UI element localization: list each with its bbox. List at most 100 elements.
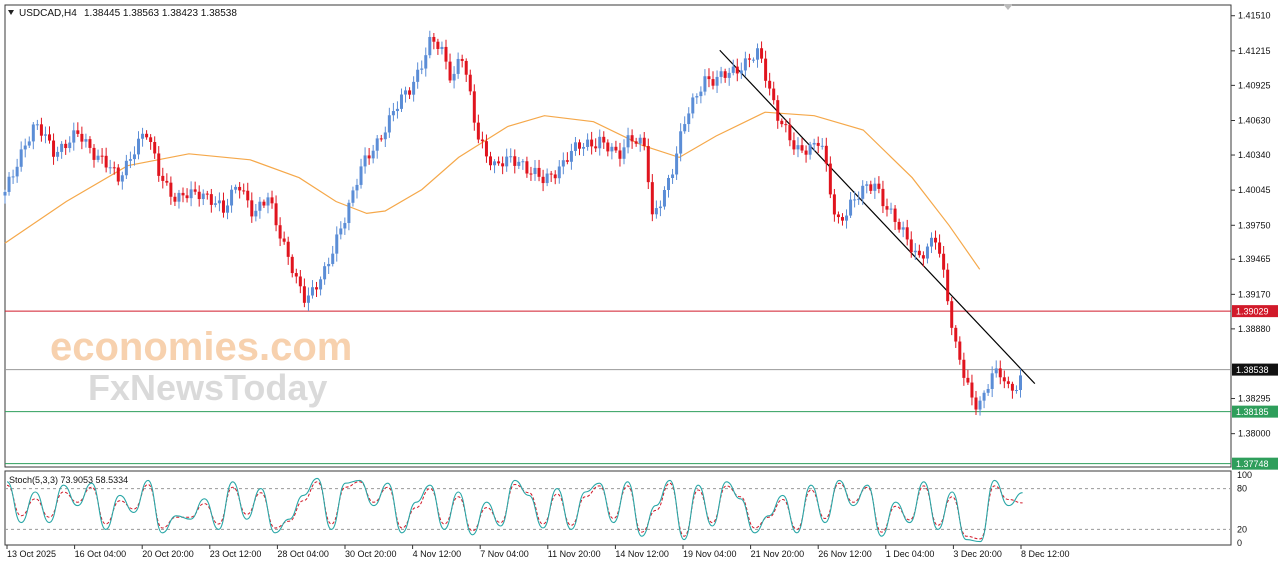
shift-marker-icon[interactable] — [1003, 4, 1013, 10]
candle-bear — [242, 190, 246, 192]
stoch-plot-frame[interactable] — [4, 470, 1232, 546]
candle-bear — [946, 269, 950, 302]
candle-bear — [1010, 383, 1014, 391]
candle-bull — [545, 173, 549, 184]
watermark: economies.com FxNewsToday — [50, 325, 352, 408]
moving-average-line — [4, 111, 981, 270]
candle-bear — [238, 186, 242, 191]
candle-bull — [610, 146, 614, 152]
candle-bull — [84, 139, 88, 142]
candle-bear — [590, 139, 594, 147]
triangle-down-icon[interactable] — [8, 10, 14, 15]
candle-bear — [869, 184, 873, 191]
candle-bull — [128, 159, 132, 161]
candle-bull — [141, 133, 145, 139]
candle-bear — [149, 137, 153, 143]
candle-bear — [497, 161, 501, 164]
candle-bull — [699, 91, 703, 97]
trend-line[interactable] — [719, 49, 1036, 385]
candle-bear — [893, 208, 897, 222]
candle-bull — [743, 58, 747, 71]
candle-bear — [100, 155, 104, 157]
time-tick-label: 7 Nov 04:00 — [480, 549, 529, 559]
candle-bear — [76, 130, 80, 134]
candle-bull — [23, 145, 27, 150]
candle-bull — [424, 55, 428, 69]
candle-bull — [658, 206, 662, 209]
candle-bear — [650, 182, 654, 215]
candle-bear — [885, 206, 889, 210]
candle-bear — [408, 90, 412, 95]
candle-bear — [942, 253, 946, 270]
candle-bear — [602, 136, 606, 143]
candle-bear — [618, 150, 622, 159]
candle-bull — [420, 68, 424, 70]
candle-bear — [938, 242, 942, 254]
candle-bull — [347, 202, 351, 224]
candle-bear — [153, 142, 157, 154]
candle-bull — [521, 161, 525, 163]
ohlc-values: 1.38445 1.38563 1.38423 1.38538 — [84, 8, 237, 19]
candle-bear — [747, 58, 751, 60]
candle-bull — [177, 192, 181, 202]
candle-bull — [56, 151, 60, 157]
candle-bull — [11, 176, 15, 178]
candle-bear — [185, 195, 189, 199]
candle-bear — [432, 36, 436, 42]
candle-bull — [557, 166, 561, 179]
candle-bear — [832, 194, 836, 215]
candle-bull — [505, 156, 509, 167]
candle-bull — [258, 201, 262, 211]
candle-bear — [840, 217, 844, 221]
price-tick-label: 1.38000 — [1238, 429, 1271, 439]
price-level-tag — [1232, 363, 1278, 376]
candle-bear — [974, 397, 978, 410]
candle-bull — [19, 149, 23, 167]
candle-bull — [363, 155, 367, 167]
candle-bear — [804, 150, 808, 155]
candle-bear — [472, 91, 476, 123]
candle-bull — [201, 193, 205, 200]
candle-bull — [355, 184, 359, 191]
candle-bull — [440, 46, 444, 49]
stoch-tick-label: 80 — [1237, 484, 1247, 494]
candle-bear — [529, 173, 533, 175]
candle-bear — [565, 160, 569, 162]
candle-bear — [905, 227, 909, 240]
candle-bull — [189, 189, 193, 199]
candle-bull — [395, 108, 399, 112]
time-tick-label: 1 Dec 04:00 — [886, 549, 935, 559]
candle-bear — [824, 145, 828, 164]
candle-bear — [169, 182, 173, 197]
candle-bear — [294, 273, 298, 277]
candle-bull — [889, 208, 893, 210]
main-plot-frame[interactable] — [4, 4, 1232, 468]
candle-bull — [808, 144, 812, 155]
candle-bull — [683, 124, 687, 132]
price-tick-label: 1.39750 — [1238, 220, 1271, 230]
candle-bear — [877, 183, 881, 189]
candle-bear — [549, 173, 553, 175]
candle-bear — [484, 141, 488, 157]
candle-bear — [104, 155, 108, 168]
candle-bull — [428, 36, 432, 56]
candle-bear — [464, 60, 468, 75]
candle-bull — [695, 96, 699, 98]
candle-bull — [452, 73, 456, 81]
price-tick-label: 1.40045 — [1238, 185, 1271, 195]
candle-bear — [646, 146, 650, 183]
candle-bear — [290, 256, 294, 274]
candle-bear — [780, 120, 784, 125]
candle-bear — [112, 167, 116, 169]
candle-bear — [614, 146, 618, 151]
candle-bear — [205, 193, 209, 195]
price-tick-label: 1.38880 — [1238, 324, 1271, 334]
candle-bear — [88, 139, 92, 148]
candle-bear — [630, 135, 634, 142]
candle-bear — [954, 327, 958, 342]
candle-bull — [217, 200, 221, 204]
candle-bear — [298, 276, 302, 287]
candle-bull — [120, 175, 124, 182]
candle-bull — [27, 141, 31, 146]
